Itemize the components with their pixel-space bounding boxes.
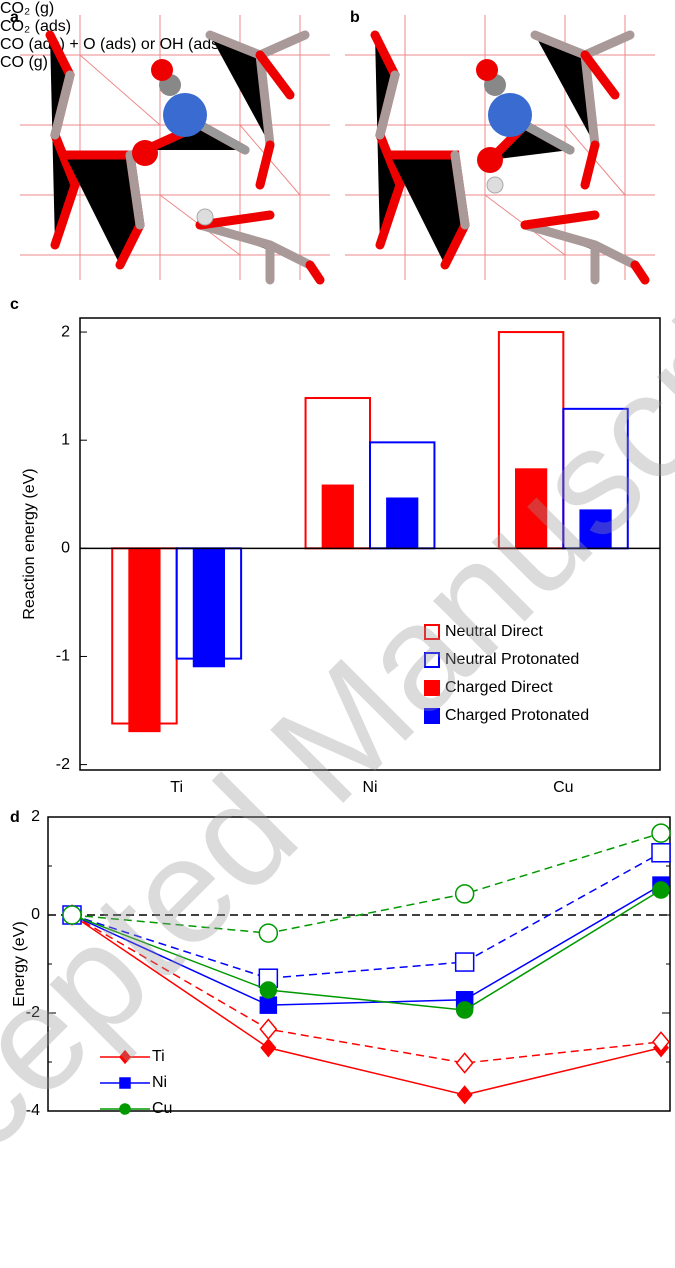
legend-marker	[120, 1078, 130, 1088]
panel-label: b	[350, 9, 360, 26]
marker	[653, 882, 669, 898]
y-axis-label: Reaction energy (eV)	[21, 468, 38, 619]
watermark: Accepted Manuscript	[0, 197, 675, 1268]
marker	[456, 885, 474, 903]
marker	[261, 1039, 275, 1056]
structure-b	[345, 15, 655, 280]
bar	[193, 548, 225, 667]
marker	[260, 1020, 276, 1039]
y-tick-label: 2	[31, 808, 40, 825]
bar	[128, 548, 160, 732]
x-tick-label: Cu	[553, 779, 573, 796]
y-tick-label: -2	[56, 756, 70, 773]
marker	[652, 824, 670, 842]
legend-marker	[120, 1104, 130, 1114]
legend-label: Ti	[152, 1048, 165, 1065]
marker	[456, 953, 474, 971]
marker	[457, 1053, 473, 1072]
bar	[322, 485, 354, 549]
panel-label: d	[10, 809, 20, 826]
figure: a b cReaction energy (eV)-2-1012TiNiCuNe…	[0, 0, 675, 1268]
marker	[457, 1002, 473, 1018]
legend-label: Ni	[152, 1074, 167, 1091]
marker	[458, 1086, 472, 1103]
panel-label: a	[10, 9, 19, 26]
y-tick-label: 2	[61, 323, 70, 340]
structure-a	[20, 15, 330, 280]
y-tick-label: 0	[61, 540, 70, 557]
marker	[652, 844, 670, 862]
legend-label: Cu	[152, 1100, 172, 1117]
page: a b cReaction energy (eV)-2-1012TiNiCuNe…	[0, 0, 675, 1268]
marker	[260, 997, 276, 1013]
y-tick-label: -1	[56, 648, 70, 665]
y-tick-label: 1	[61, 431, 70, 448]
panel-label: c	[10, 296, 19, 313]
marker	[260, 982, 276, 998]
